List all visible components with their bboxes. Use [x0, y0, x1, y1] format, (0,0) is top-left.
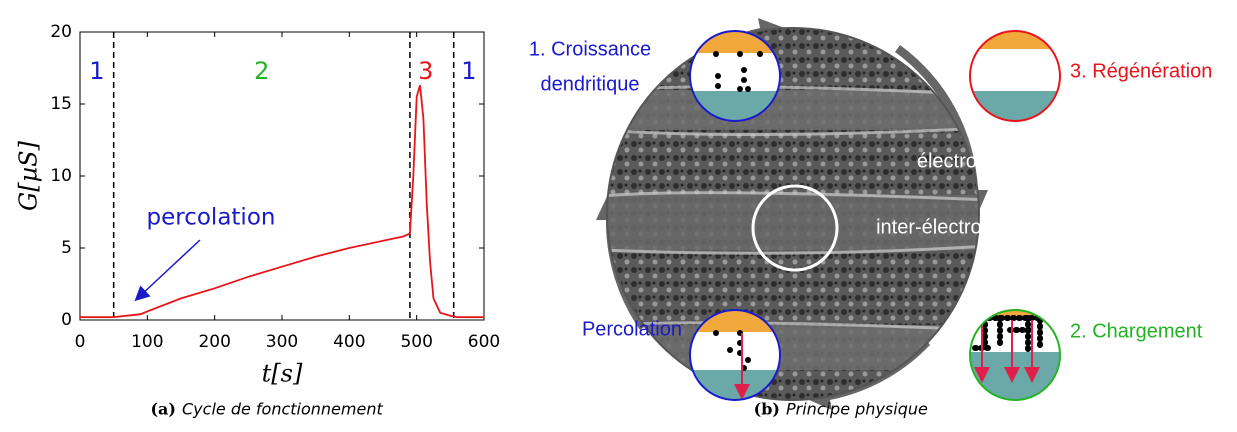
y-tick-label: 20: [50, 22, 72, 42]
label: électrode: [917, 150, 999, 172]
y-tick-label: 0: [61, 310, 72, 330]
inset-border: [969, 309, 1061, 401]
label: 1. Croissance: [529, 38, 651, 60]
x-tick-label: 0: [75, 332, 86, 352]
phase-label: 1: [89, 57, 104, 85]
x-tick-label: 500: [400, 332, 432, 352]
caption: Cycle de fonctionnement: [182, 400, 383, 419]
caption: Principe physique: [786, 400, 928, 419]
y-axis-label: G[µS]: [15, 140, 43, 211]
inset-border: [689, 30, 781, 122]
x-tick-label: 400: [333, 332, 365, 352]
cycle-arrow: [648, 18, 790, 104]
y-tick-label: 5: [61, 238, 72, 258]
y-tick-label: 10: [50, 166, 72, 186]
annotation: percolation: [147, 205, 276, 231]
caption-label: (b): [754, 400, 780, 419]
x-tick-label: 100: [131, 332, 163, 352]
annotation-arrow: [134, 239, 201, 302]
caption-label: (a): [150, 400, 176, 419]
y-tick-label: 15: [50, 94, 72, 114]
highlight-circle: [751, 184, 839, 272]
sem-image: [607, 28, 979, 400]
phase-label: 3: [418, 57, 433, 85]
x-tick-label: 600: [468, 332, 500, 352]
sem-border: [606, 27, 980, 401]
label: 3. Régénération: [1070, 60, 1212, 82]
label: inter-électrode: [876, 216, 1004, 238]
inset-border: [969, 30, 1061, 122]
data-line: [80, 85, 484, 318]
label: Percolation: [582, 318, 682, 340]
phase-label: 2: [254, 57, 269, 85]
inset-2: [970, 310, 1060, 400]
label: dendritique: [541, 73, 640, 95]
inset-border: [689, 309, 781, 401]
x-tick-label: 300: [266, 332, 298, 352]
label: 2. Chargement: [1070, 320, 1203, 342]
diagram-b: 1. Croissance dendritique 3. Régénératio…: [529, 18, 1212, 419]
phase-label: 1: [461, 57, 476, 85]
x-tick-label: 200: [198, 332, 230, 352]
x-axis-label: t[s]: [262, 360, 303, 388]
